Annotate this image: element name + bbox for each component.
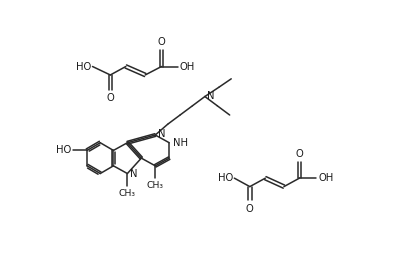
Text: N: N (130, 169, 137, 179)
Text: CH₃: CH₃ (147, 181, 164, 190)
Text: O: O (158, 37, 165, 47)
Text: OH: OH (179, 61, 195, 71)
Text: O: O (296, 149, 303, 159)
Text: N: N (158, 129, 165, 139)
Text: HO: HO (217, 173, 233, 183)
Text: N: N (207, 91, 215, 101)
Text: O: O (246, 204, 254, 214)
Text: HO: HO (56, 146, 71, 155)
Text: O: O (107, 93, 114, 103)
Text: HO: HO (76, 61, 91, 71)
Text: OH: OH (318, 173, 333, 183)
Text: CH₃: CH₃ (119, 189, 136, 198)
Text: NH: NH (173, 138, 188, 148)
